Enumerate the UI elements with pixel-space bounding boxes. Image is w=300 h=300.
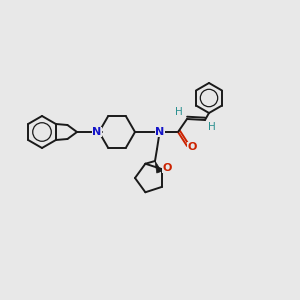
Polygon shape	[155, 161, 161, 173]
Text: N: N	[92, 127, 102, 137]
Text: H: H	[175, 107, 183, 117]
Text: O: O	[162, 163, 172, 173]
Text: H: H	[208, 122, 216, 132]
Text: N: N	[155, 127, 165, 137]
Text: O: O	[187, 142, 197, 152]
